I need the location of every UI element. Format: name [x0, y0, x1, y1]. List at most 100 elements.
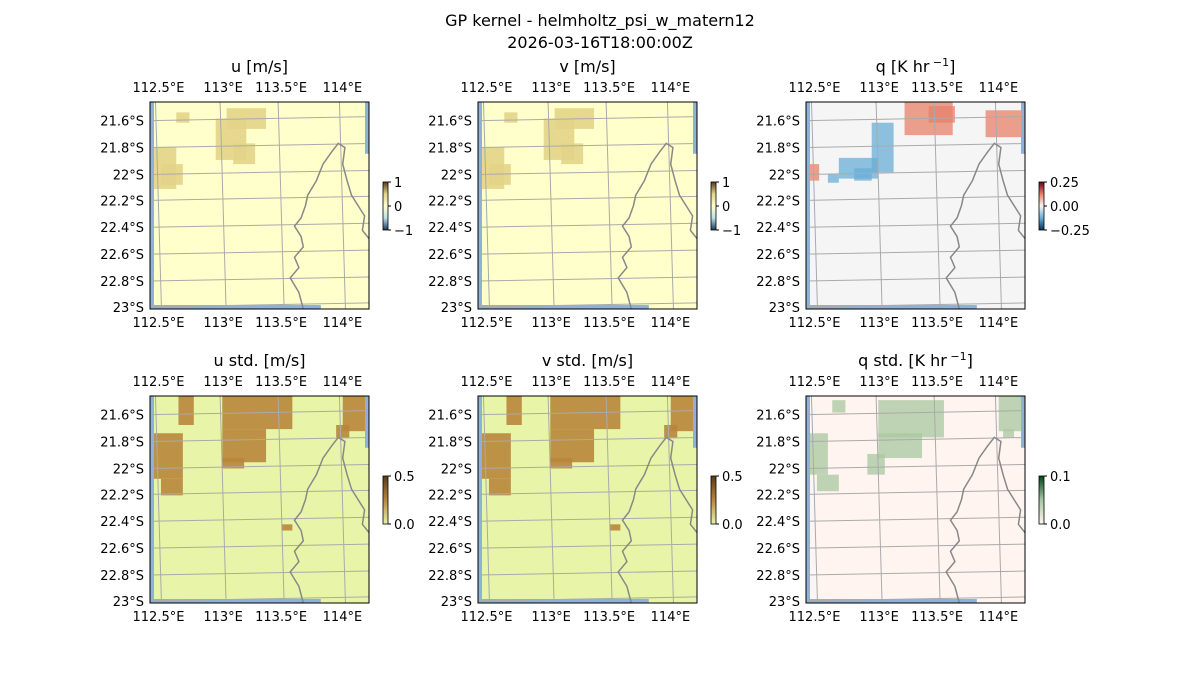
data-patch: [816, 474, 839, 492]
y-tick-label: 22°S: [113, 462, 144, 477]
y-tick-label: 23°S: [441, 595, 472, 610]
data-patch: [178, 396, 194, 425]
y-tick-label: 22.8°S: [100, 275, 144, 290]
data-patch: [281, 524, 293, 531]
x-tick-top: 112.5°E: [789, 81, 841, 96]
x-tick-bottom: 114°E: [979, 316, 1019, 331]
gridline-h: [477, 302, 698, 308]
data-patch: [488, 478, 511, 496]
y-tick-label: 22.4°S: [100, 221, 144, 236]
colorbar-tick-label: 1: [394, 176, 402, 191]
panel-3: q [K hr −1] 112.5°E 112.5°E 113°E 113°E 113.5…: [756, 56, 1090, 331]
edge-strip-right: [693, 396, 697, 448]
y-tick-label: 21.8°S: [100, 436, 144, 451]
colorbar: [1038, 475, 1045, 525]
gridline-h: [477, 596, 698, 602]
gridline-v: [666, 101, 674, 310]
y-tick-label: 21.8°S: [100, 142, 144, 157]
panel-title: u [m/s]: [231, 57, 288, 76]
panel-5: v std. [m/s] 112.5°E 112.5°E 113°E 113°E 113.…: [428, 351, 742, 625]
gridline-h: [149, 143, 370, 149]
data-patch: [233, 143, 256, 165]
edge-strip-left: [478, 102, 482, 309]
gridline-h: [149, 489, 370, 495]
colorbar-tick-label: −1: [394, 224, 413, 239]
gridline-h: [477, 463, 698, 469]
x-tick-bottom: 114°E: [651, 610, 691, 625]
edge-strip-left: [806, 396, 810, 603]
y-tick-label: 23°S: [113, 595, 144, 610]
x-tick-bottom: 113.5°E: [911, 610, 963, 625]
data-patch: [478, 433, 511, 479]
gridline-h: [805, 116, 1026, 122]
gridline-v: [605, 101, 613, 310]
gridline-h: [805, 543, 1026, 549]
colorbar: [1038, 181, 1045, 231]
gridline-v: [154, 395, 162, 604]
x-tick-bottom: 114°E: [323, 316, 363, 331]
edge-strip-left: [478, 396, 482, 603]
x-tick-bottom: 114°E: [979, 610, 1019, 625]
gridline-h: [805, 302, 1026, 308]
x-tick-bottom: 114°E: [651, 316, 691, 331]
gridline-h: [149, 437, 370, 443]
x-tick-bottom: 113°E: [203, 316, 243, 331]
map-frame: [477, 395, 698, 604]
gridline-h: [477, 222, 698, 228]
y-tick-label: 22.8°S: [428, 275, 472, 290]
x-tick-top: 113.5°E: [911, 81, 963, 96]
data-patch: [336, 424, 350, 438]
gridline-h: [805, 516, 1026, 522]
gridline-v: [219, 101, 227, 310]
x-tick-top: 113°E: [531, 81, 571, 96]
y-tick-label: 22.6°S: [756, 248, 800, 263]
data-patch: [827, 174, 839, 183]
data-patch: [176, 112, 190, 123]
edge-strip-left: [150, 396, 154, 603]
gridline-v: [154, 101, 162, 310]
y-tick-label: 22°S: [441, 168, 472, 183]
x-tick-top: 113.5°E: [583, 375, 635, 390]
gridline-h: [477, 570, 698, 576]
gridline-v: [482, 101, 490, 310]
edge-strip-bottom: [806, 305, 977, 309]
gridline-h: [149, 249, 370, 255]
y-tick-label: 22°S: [113, 168, 144, 183]
x-tick-top: 112.5°E: [461, 81, 513, 96]
y-tick-label: 22.2°S: [100, 194, 144, 209]
gridline-h: [477, 437, 698, 443]
gridline-v: [933, 101, 941, 310]
colorbar-tick-label: 0.0: [722, 518, 743, 533]
gridline-h: [477, 195, 698, 201]
edge-strip-right: [1021, 396, 1025, 448]
panel-title: u std. [m/s]: [214, 351, 306, 370]
gridline-v: [547, 395, 555, 604]
gridline-h: [805, 249, 1026, 255]
gridline-v: [219, 395, 227, 604]
gridline-v: [482, 395, 490, 604]
gridline-h: [477, 543, 698, 549]
x-tick-top: 113.5°E: [911, 375, 963, 390]
x-tick-bottom: 113.5°E: [583, 610, 635, 625]
y-tick-label: 22.2°S: [756, 194, 800, 209]
colorbar: [710, 181, 717, 231]
coastline: [945, 142, 1026, 310]
x-tick-bottom: 114°E: [323, 610, 363, 625]
data-patch: [222, 429, 267, 463]
data-patch: [664, 424, 678, 438]
y-tick-label: 22.6°S: [100, 542, 144, 557]
gridline-h: [805, 596, 1026, 602]
y-tick-label: 21.6°S: [428, 115, 472, 130]
data-patch: [506, 396, 522, 425]
x-tick-bottom: 113.5°E: [911, 316, 963, 331]
gridline-h: [149, 195, 370, 201]
data-patch: [854, 168, 872, 181]
edge-strip-bottom: [478, 599, 649, 603]
data-patch: [878, 433, 923, 459]
gridline-v: [994, 395, 1002, 604]
x-tick-top: 113°E: [859, 375, 899, 390]
gridline-v: [277, 101, 285, 310]
x-tick-bottom: 113.5°E: [583, 316, 635, 331]
colorbar-tick-label: 0.0: [1050, 518, 1071, 533]
